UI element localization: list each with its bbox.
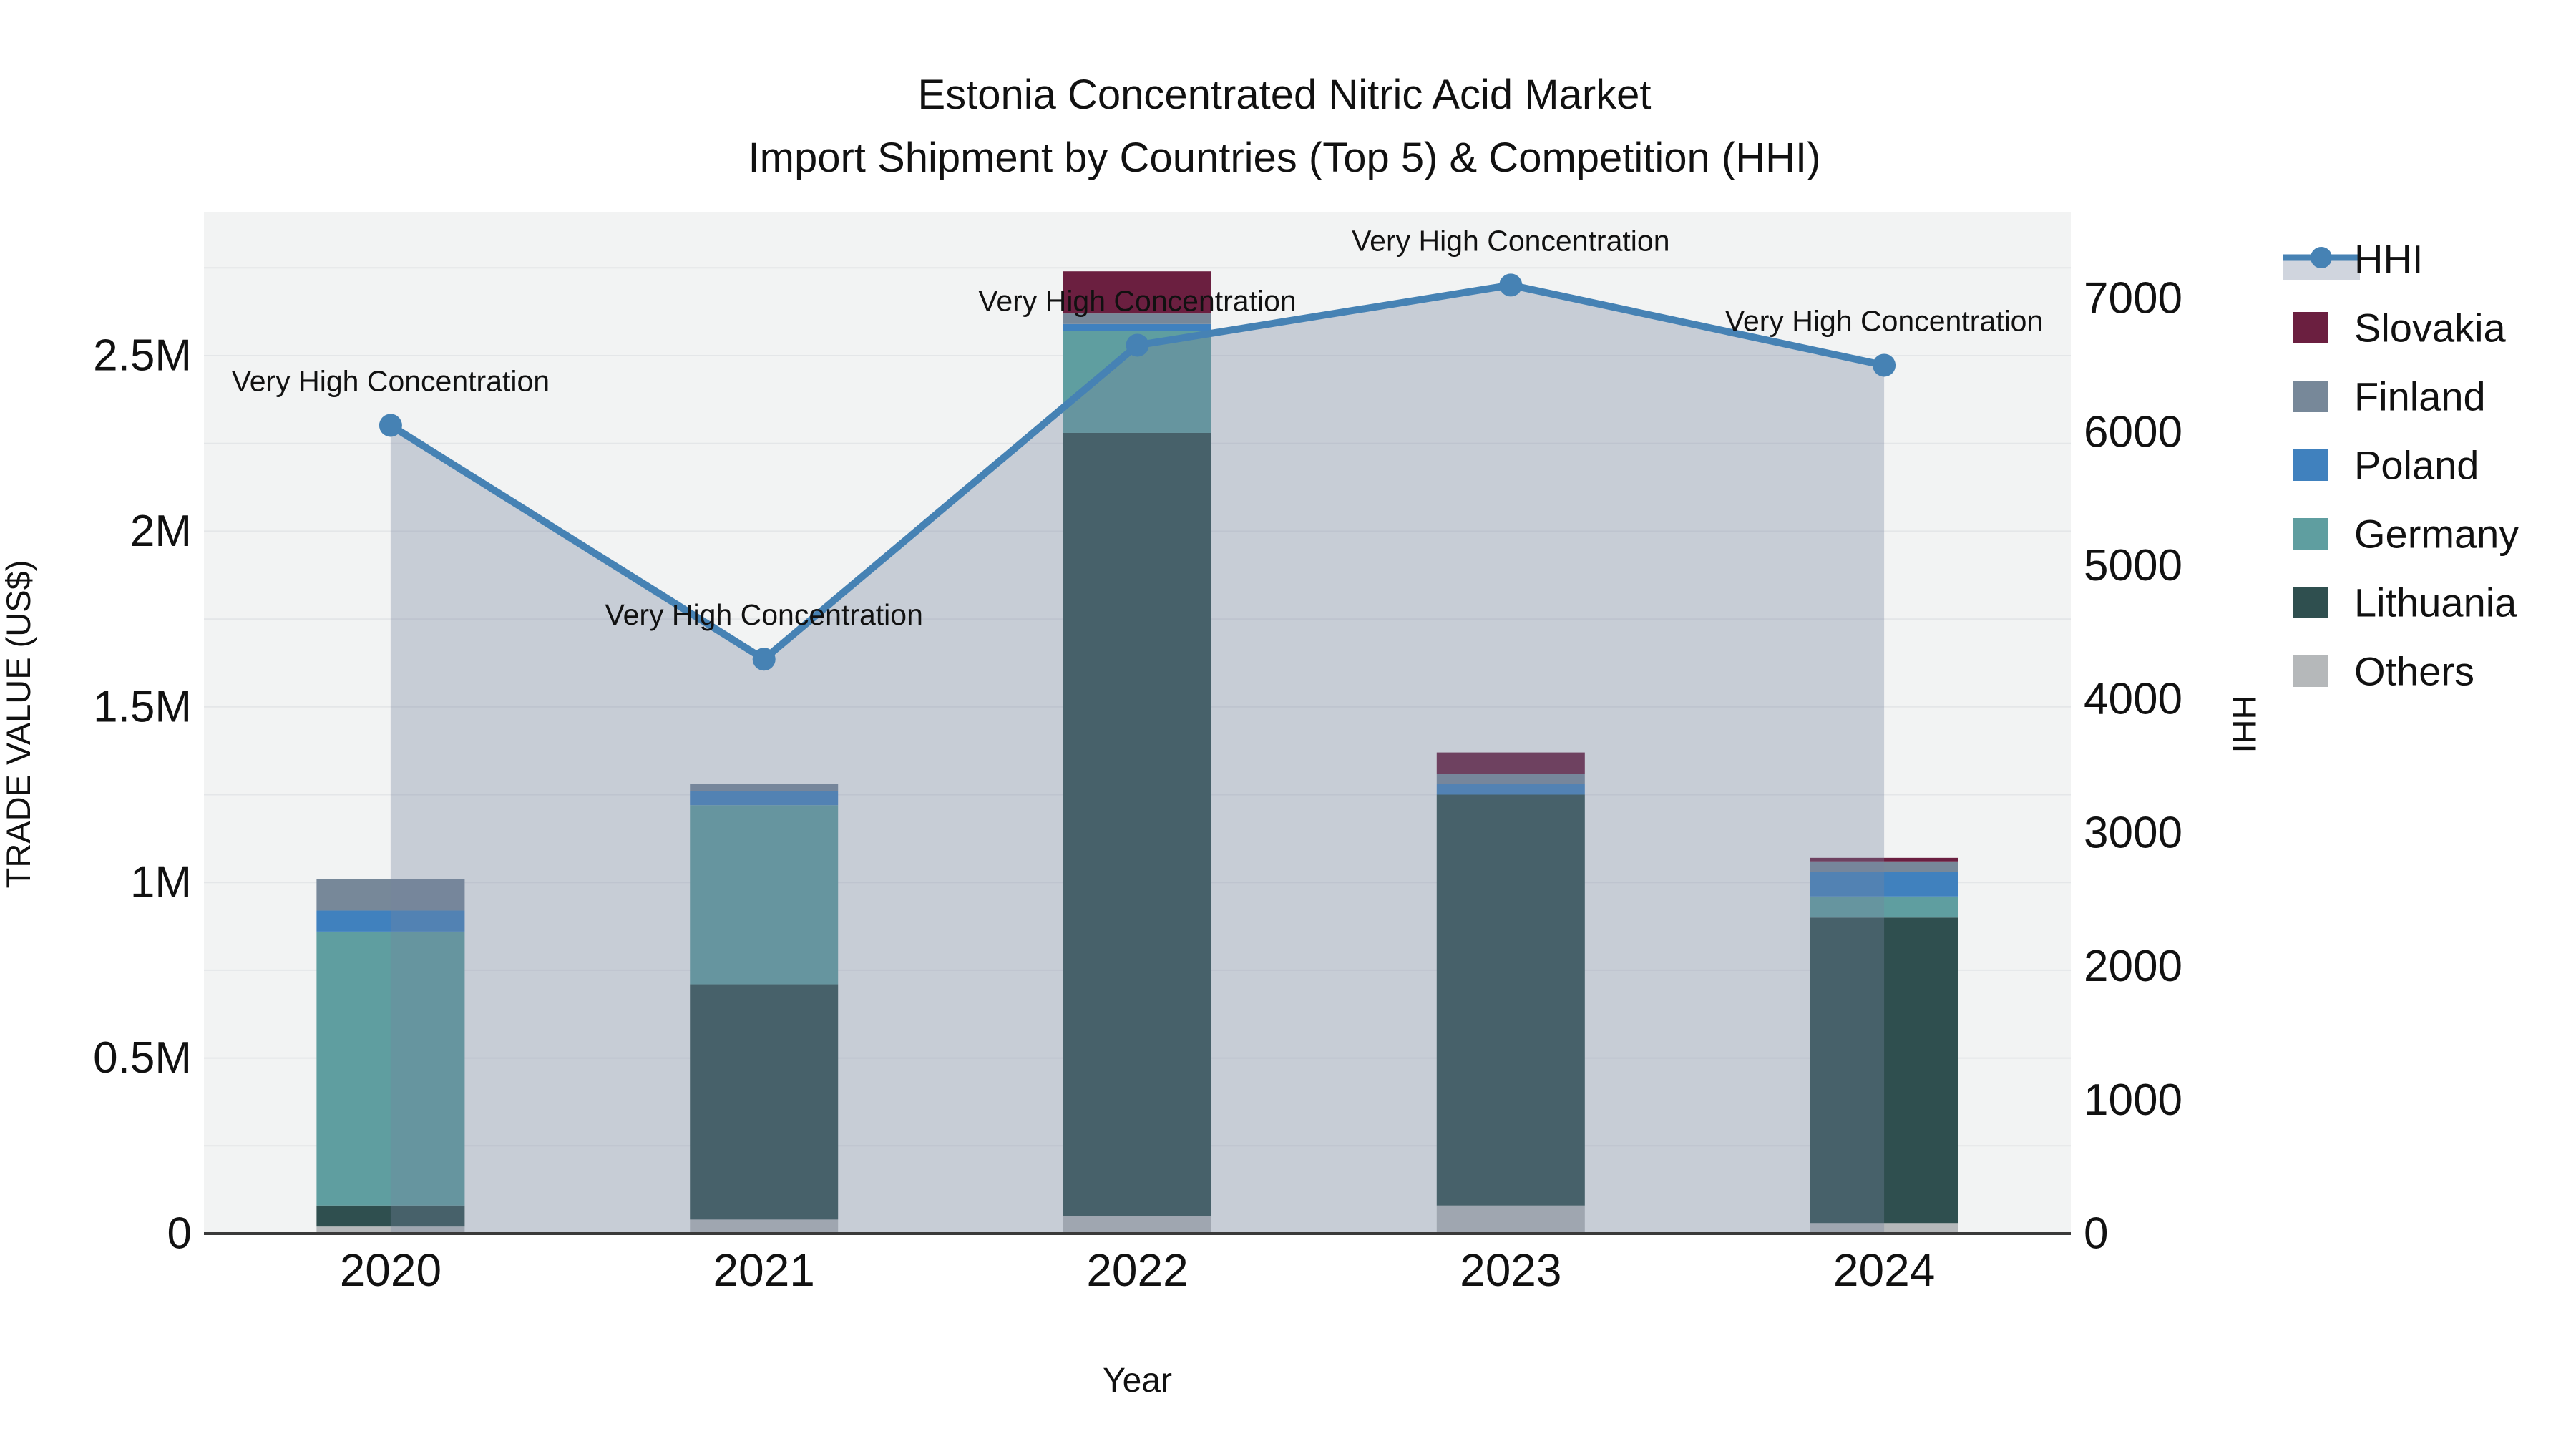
legend-label-lithuania: Lithuania xyxy=(2354,580,2517,625)
legend: HHI Slovakia Finland Poland Germany Lithuania… xyxy=(2283,237,2519,694)
legend-item-lithuania[interactable]: Lithuania xyxy=(2293,580,2517,625)
annotation-2020: Very High Concentration xyxy=(232,364,550,397)
legend-swatch-slovakia xyxy=(2293,312,2328,343)
bar-segment-finland-2022[interactable] xyxy=(1063,313,1211,324)
ytick-right-1000: 1000 xyxy=(2084,1075,2182,1125)
legend-item-hhi[interactable]: HHI xyxy=(2283,237,2423,282)
legend-label-others: Others xyxy=(2354,649,2474,694)
bar-segment-slovakia-2023[interactable] xyxy=(1436,752,1585,774)
legend-label-finland: Finland xyxy=(2354,374,2486,419)
xtick-2023: 2023 xyxy=(1460,1244,1561,1296)
bar-segment-others-2020[interactable] xyxy=(316,1226,465,1234)
legend-marker-hhi xyxy=(2311,247,2332,268)
ytick-left-0: 0 xyxy=(167,1209,192,1259)
ytick-left-2M: 2M xyxy=(130,507,192,556)
legend-item-others[interactable]: Others xyxy=(2293,649,2474,694)
legend-swatch-lithuania xyxy=(2293,587,2328,618)
bar-segment-finland-2021[interactable] xyxy=(690,784,839,791)
hhi-marker-2023[interactable] xyxy=(1499,273,1523,297)
bar-segment-slovakia-2022[interactable] xyxy=(1063,271,1211,314)
legend-label-germany: Germany xyxy=(2354,512,2519,557)
y-right-axis-title: HHI xyxy=(2225,696,2263,753)
bar-segment-lithuania-2022[interactable] xyxy=(1063,432,1211,1216)
annotation-2024: Very High Concentration xyxy=(1725,304,2043,337)
bar-segment-poland-2024[interactable] xyxy=(1810,872,1958,897)
bar-segment-slovakia-2024[interactable] xyxy=(1810,857,1958,862)
hhi-area-fill xyxy=(390,285,1885,1234)
ytick-right-5000: 5000 xyxy=(2084,541,2182,590)
ytick-left-2.5M: 2.5M xyxy=(93,331,192,381)
bar-segment-poland-2020[interactable] xyxy=(316,910,465,932)
ytick-right-3000: 3000 xyxy=(2084,808,2182,857)
legend-item-germany[interactable]: Germany xyxy=(2293,512,2519,557)
bar-segment-poland-2023[interactable] xyxy=(1436,784,1585,795)
bar-segment-others-2021[interactable] xyxy=(690,1219,839,1234)
chart-title-line1: Estonia Concentrated Nitric Acid Market xyxy=(917,72,1651,118)
hhi-marker-2020[interactable] xyxy=(379,414,402,437)
bar-segment-poland-2022[interactable] xyxy=(1063,323,1211,331)
annotation-2022: Very High Concentration xyxy=(978,284,1296,317)
chart-title-line2: Import Shipment by Countries (Top 5) & C… xyxy=(748,135,1821,181)
bar-segment-germany-2021[interactable] xyxy=(690,805,839,985)
ytick-right-4000: 4000 xyxy=(2084,675,2182,724)
ytick-right-0: 0 xyxy=(2084,1209,2108,1259)
bar-segment-finland-2024[interactable] xyxy=(1810,861,1958,872)
xtick-2020: 2020 xyxy=(340,1244,441,1296)
xtick-2021: 2021 xyxy=(713,1244,815,1296)
bar-segment-lithuania-2021[interactable] xyxy=(690,984,839,1220)
legend-item-finland[interactable]: Finland xyxy=(2293,374,2486,419)
legend-swatch-finland xyxy=(2293,381,2328,412)
ytick-right-7000: 7000 xyxy=(2084,274,2182,323)
bar-segment-lithuania-2024[interactable] xyxy=(1810,917,1958,1224)
bar-stacks xyxy=(316,271,1958,1234)
bar-segment-others-2023[interactable] xyxy=(1436,1205,1585,1234)
y-left-axis-title: TRADE VALUE (US$) xyxy=(0,560,37,889)
hhi-marker-2022[interactable] xyxy=(1126,333,1149,357)
ytick-left-1.5M: 1.5M xyxy=(93,682,192,731)
hhi-marker-2021[interactable] xyxy=(752,648,776,671)
legend-swatch-poland xyxy=(2293,449,2328,481)
ytick-left-0.5M: 0.5M xyxy=(93,1033,192,1083)
x-axis-title: Year xyxy=(1103,1362,1172,1400)
bar-segment-germany-2024[interactable] xyxy=(1810,896,1958,918)
bar-segment-others-2022[interactable] xyxy=(1063,1216,1211,1234)
xtick-2022: 2022 xyxy=(1086,1244,1188,1296)
legend-swatch-others xyxy=(2293,655,2328,687)
legend-label-poland: Poland xyxy=(2354,443,2479,488)
legend-swatch-germany xyxy=(2293,518,2328,550)
legend-label-slovakia: Slovakia xyxy=(2354,306,2507,351)
bar-segment-germany-2020[interactable] xyxy=(316,931,465,1206)
bar-segment-finland-2020[interactable] xyxy=(316,879,465,911)
xtick-2024: 2024 xyxy=(1833,1244,1935,1296)
ytick-right-6000: 6000 xyxy=(2084,407,2182,457)
annotation-2021: Very High Concentration xyxy=(605,598,922,631)
ytick-right-2000: 2000 xyxy=(2084,942,2182,991)
bar-segment-finland-2023[interactable] xyxy=(1436,774,1585,784)
ytick-left-1M: 1M xyxy=(130,858,192,907)
legend-item-slovakia[interactable]: Slovakia xyxy=(2293,306,2507,351)
legend-label-hhi: HHI xyxy=(2354,237,2423,282)
bar-segment-lithuania-2023[interactable] xyxy=(1436,794,1585,1206)
legend-item-poland[interactable]: Poland xyxy=(2293,443,2479,488)
bar-segment-poland-2021[interactable] xyxy=(690,791,839,806)
hhi-marker-2024[interactable] xyxy=(1873,353,1896,377)
annotation-2023: Very High Concentration xyxy=(1352,224,1669,257)
bar-segment-lithuania-2020[interactable] xyxy=(316,1205,465,1227)
bar-segment-others-2024[interactable] xyxy=(1810,1223,1958,1234)
